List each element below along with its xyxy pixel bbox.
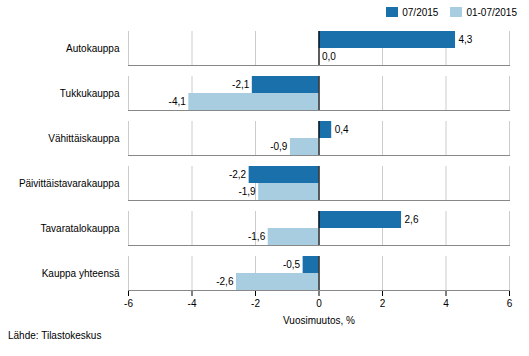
svg-text:-4,1: -4,1	[169, 96, 187, 107]
svg-text:2: 2	[380, 298, 386, 309]
svg-text:2,6: 2,6	[405, 214, 419, 225]
svg-text:4,3: 4,3	[459, 34, 473, 45]
svg-text:-1,9: -1,9	[238, 186, 256, 197]
svg-text:Kauppa yhteensä: Kauppa yhteensä	[42, 268, 120, 279]
html-text:01-07/2015: 01-07/2015	[466, 6, 517, 18]
svg-text:-6: -6	[124, 298, 133, 309]
svg-text:Päivittäistavarakauppa: Päivittäistavarakauppa	[19, 178, 120, 189]
svg-text:6: 6	[507, 298, 513, 309]
svg-text:-0,5: -0,5	[283, 259, 301, 270]
svg-text:0: 0	[316, 298, 322, 309]
svg-text:-0,9: -0,9	[270, 141, 288, 152]
svg-text:Autokauppa: Autokauppa	[66, 43, 120, 54]
svg-text:0,4: 0,4	[335, 124, 349, 135]
svg-text:-2,2: -2,2	[229, 169, 247, 180]
svg-text:Vähittäiskauppa: Vähittäiskauppa	[48, 133, 120, 144]
svg-text:-2,6: -2,6	[216, 276, 234, 287]
html-text:Lähde: Tilastokeskus: Lähde: Tilastokeskus	[8, 330, 102, 341]
svg-text:-2,1: -2,1	[232, 79, 250, 90]
svg-text:4: 4	[443, 298, 449, 309]
svg-text:Tavaratalokauppa: Tavaratalokauppa	[41, 223, 120, 234]
svg-text:Vuosimuutos, %: Vuosimuutos, %	[283, 315, 355, 326]
svg-text:-4: -4	[188, 298, 197, 309]
svg-text:-1,6: -1,6	[248, 231, 266, 242]
svg-text:0,0: 0,0	[322, 51, 336, 62]
svg-text:-2: -2	[251, 298, 260, 309]
svg-text:Tukkukauppa: Tukkukauppa	[60, 88, 120, 99]
html-text:07/2015: 07/2015	[402, 6, 439, 18]
